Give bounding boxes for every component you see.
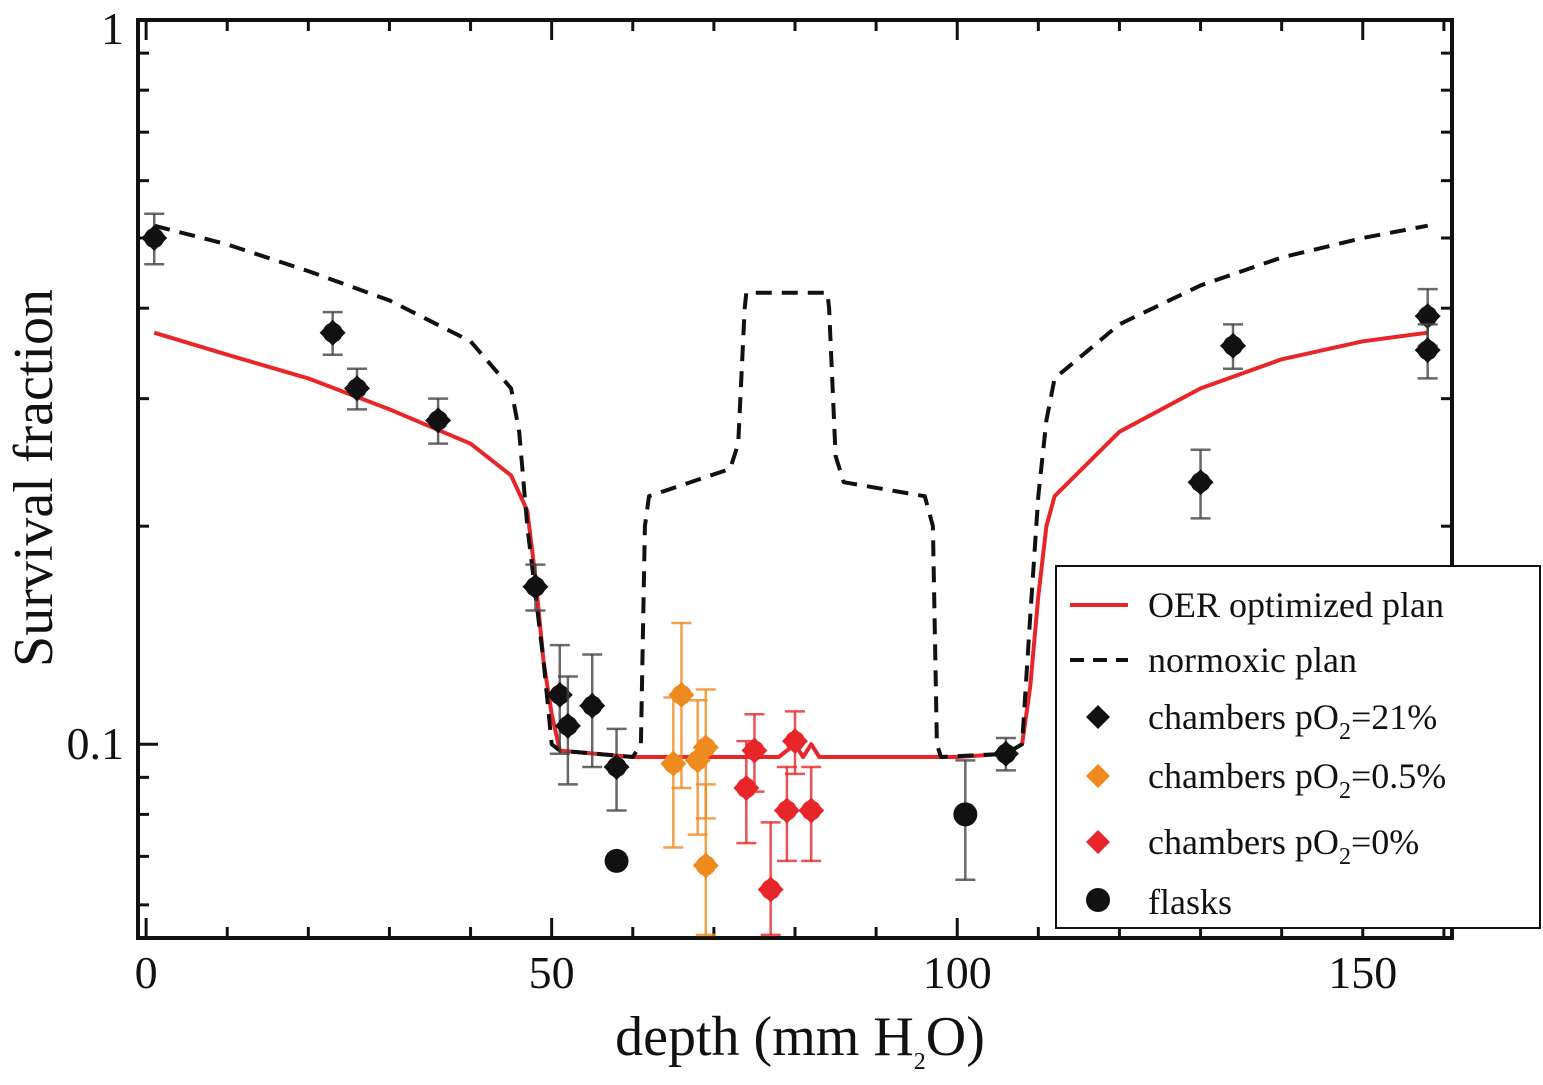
chambers-po2-21-point-core (549, 684, 570, 705)
x-axis-title-tail: O) (926, 1006, 985, 1068)
chambers-po2-21-point-core (322, 322, 343, 343)
chambers-po2-21-point-core (1190, 472, 1211, 493)
x-axis-title: depth (mm H2O) (615, 1006, 985, 1075)
chambers-po2-21-point-core (144, 228, 165, 249)
plan-lines-group (153, 223, 1429, 759)
legend-ch05-prefix: chambers pO (1148, 756, 1339, 796)
axes-group: 0 50 100 150 0.1 1 (67, 3, 1454, 998)
legend-ch21-subscript: 2 (1339, 719, 1351, 745)
legend-ch0-prefix: chambers pO (1148, 822, 1339, 862)
chambers-po2-21-point-core (1417, 306, 1438, 327)
chambers-po2-0-point-core (760, 879, 781, 900)
normoxic-plan-line (153, 223, 1429, 759)
chambers-po2-0-point-core (736, 777, 757, 798)
chambers-po2-0-5-point-core (671, 684, 692, 705)
chambers-po2-21-point-core (582, 695, 603, 716)
chambers-po2-21-point-core (1223, 335, 1243, 356)
legend-ch0-suffix: =0% (1351, 822, 1419, 862)
x-axis-title-subscript: 2 (914, 1049, 926, 1075)
chambers-po2-21-point-core (557, 715, 578, 736)
oer-optimized-plan-line (153, 330, 1428, 759)
y-tick-label: 0.1 (67, 718, 125, 769)
legend-ch21-prefix: chambers pO (1148, 697, 1339, 737)
legend-flasks-label: flasks (1148, 882, 1232, 922)
chambers-po2-0-5-point-core (695, 737, 716, 758)
legend-ch21-suffix: =21% (1351, 697, 1437, 737)
legend-oer-label: OER optimized plan (1148, 585, 1444, 625)
chambers-po2-0-point-core (801, 800, 822, 821)
x-tick-label: 100 (923, 947, 992, 998)
chambers-po2-0-5-point-core (663, 753, 684, 774)
chambers-po2-21-point-core (1417, 340, 1438, 361)
legend-ch0-subscript: 2 (1339, 844, 1351, 870)
legend-ch21-label: chambers pO2=21% (1148, 697, 1437, 745)
y-axis-title: Survival fraction (3, 289, 65, 667)
legend-normoxic-label: normoxic plan (1148, 640, 1357, 680)
legend-box (1055, 565, 1541, 929)
legend-ch05-label: chambers pO2=0.5% (1148, 756, 1446, 804)
x-axis-title-main: depth (mm H (615, 1006, 914, 1068)
legend-ch21-marker (1086, 705, 1110, 729)
chambers-po2-0-point-core (744, 740, 765, 761)
x-tick-label: 0 (135, 947, 158, 998)
data-points-group (141, 212, 1441, 937)
x-tick-label: 150 (1328, 947, 1397, 998)
chambers-po2-21-point-core (428, 410, 449, 431)
y-tick-label: 1 (101, 3, 124, 54)
chambers-po2-0-point-core (785, 731, 805, 752)
legend-flasks-marker (1086, 888, 1110, 912)
chambers-po2-0-point-core (776, 800, 797, 821)
flasks-point (604, 848, 629, 873)
chambers-po2-21-point-core (606, 757, 627, 778)
chambers-po2-0-5-point-core (695, 855, 716, 876)
legend-ch0-label: chambers pO2=0% (1148, 822, 1419, 870)
legend: OER optimized plan normoxic plan chamber… (1055, 565, 1541, 929)
flasks-point (953, 802, 978, 827)
legend-ch0-marker (1086, 830, 1110, 854)
chambers-po2-21-point-core (995, 743, 1016, 764)
legend-ch05-suffix: =0.5% (1351, 756, 1446, 796)
chambers-po2-21-point-core (525, 576, 546, 597)
x-tick-label: 50 (529, 947, 575, 998)
legend-ch05-marker (1086, 764, 1110, 788)
chambers-po2-21-point-core (347, 378, 367, 399)
legend-ch05-subscript: 2 (1339, 778, 1351, 804)
